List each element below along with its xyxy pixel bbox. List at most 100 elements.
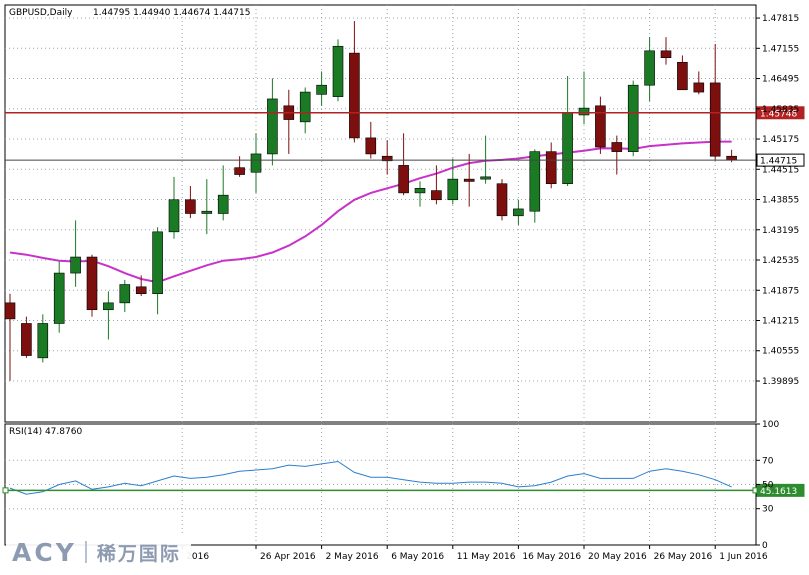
- price-tick-label: 1.41215: [762, 316, 799, 326]
- time-tick-label: 2 May 2016: [326, 552, 379, 562]
- candle-body: [381, 155, 393, 162]
- candle-body: [70, 256, 81, 274]
- bullish-candle: [250, 133, 262, 193]
- rsi-line: [9, 460, 732, 495]
- candle-body: [349, 52, 360, 139]
- candle-body: [234, 167, 245, 175]
- candle-body: [135, 286, 147, 294]
- candle-body: [316, 84, 327, 95]
- candle-body: [529, 151, 541, 212]
- price-tick-label: 1.41875: [762, 286, 799, 296]
- bearish-candle: [349, 21, 360, 143]
- candle-body: [709, 82, 721, 157]
- bullish-candle: [37, 314, 49, 363]
- candle-body: [431, 190, 442, 201]
- candle-body: [21, 323, 32, 356]
- moving-average-line: [9, 140, 732, 284]
- price-axis: 1.47815 1.47155 1.46495 1.45835 1.45175 1.445…: [756, 14, 799, 551]
- bearish-candle: [611, 135, 623, 175]
- bearish-candle: [135, 275, 147, 296]
- price-tick-label: 1.46495: [762, 75, 799, 85]
- candle-body: [595, 105, 606, 148]
- bearish-candle: [463, 153, 475, 207]
- rsi-tick-label: 50: [762, 481, 774, 491]
- rsi-level-label: 45.1613: [760, 487, 797, 497]
- candle-body: [513, 208, 524, 217]
- candle-body: [168, 199, 180, 233]
- rsi-layer: 45.1613: [2, 460, 805, 497]
- rsi-tick-label: 70: [762, 456, 774, 466]
- bullish-candle: [217, 165, 229, 221]
- candle-body: [496, 183, 508, 217]
- candle-body: [660, 50, 672, 58]
- bearish-candle: [595, 96, 606, 154]
- price-tick-label: 1.47155: [762, 44, 799, 54]
- price-tick-label: 1.44515: [762, 165, 799, 175]
- bearish-candle: [4, 293, 16, 381]
- candle-body: [119, 284, 131, 304]
- bullish-candle: [267, 78, 278, 166]
- logo-brand: ACY: [12, 537, 77, 567]
- horizontal-lines-layer: 1.45748 1.44715: [5, 106, 805, 167]
- candle-body: [693, 82, 705, 93]
- resistance-price-tag: [756, 106, 805, 120]
- candle-body: [201, 210, 213, 214]
- candle-body: [103, 302, 114, 311]
- bearish-candle: [545, 142, 557, 189]
- candle-body: [480, 176, 491, 180]
- bearish-candle: [381, 140, 393, 175]
- candle-body: [627, 84, 639, 152]
- candle-body: [185, 199, 196, 214]
- bullish-candle: [103, 291, 114, 340]
- bullish-candle: [168, 176, 180, 239]
- bullish-candle: [513, 199, 524, 225]
- rsi-indicator-label: RSI(14) 47.8760: [9, 427, 82, 437]
- time-axis: 2016 26 Apr 2016 2 May 2016 6 May 2016 11 Ma…: [181, 545, 768, 562]
- bearish-candle: [693, 71, 705, 95]
- candle-body: [299, 91, 311, 123]
- candle-body: [463, 178, 475, 182]
- bullish-candle: [644, 37, 655, 102]
- bearish-candle: [660, 37, 672, 65]
- bullish-candle: [53, 261, 65, 333]
- bearish-candle: [677, 55, 688, 91]
- bullish-candle: [316, 71, 327, 106]
- bullish-candle: [414, 181, 426, 207]
- logo-separator: [84, 541, 87, 563]
- current-price-tag: [756, 153, 805, 167]
- bearish-candle: [398, 133, 409, 196]
- bearish-candle: [365, 121, 377, 159]
- bullish-candle: [299, 87, 311, 134]
- chart-header-symbol: GBPUSD,Daily: [9, 8, 73, 18]
- candle-body: [644, 50, 655, 86]
- candle-body: [152, 231, 163, 294]
- current-price-label: 1.44715: [760, 157, 797, 167]
- bullish-candle: [578, 71, 590, 125]
- bullish-candle: [447, 158, 459, 205]
- bearish-candle: [21, 316, 32, 358]
- bullish-candle: [152, 227, 163, 315]
- time-tick-label: 1 Jun 2016: [719, 552, 768, 562]
- price-tick-label: 1.42535: [762, 256, 799, 266]
- price-tick-label: 1.40555: [762, 347, 799, 357]
- bullish-candle: [529, 149, 541, 223]
- candle-body: [726, 155, 737, 161]
- candle-body: [611, 142, 623, 152]
- acy-logo: ACY 稀万国际: [6, 534, 191, 570]
- candle-body: [562, 112, 573, 185]
- bearish-candle: [431, 165, 442, 205]
- price-tick-label: 1.43855: [762, 196, 799, 206]
- bearish-candle: [496, 179, 508, 221]
- bearish-candle: [185, 186, 196, 219]
- candle-body: [398, 165, 409, 194]
- time-tick-label: 16 May 2016: [522, 552, 581, 562]
- rsi-level-tag: [756, 483, 805, 497]
- price-tick-label: 1.45835: [762, 105, 799, 115]
- candle-body: [53, 272, 65, 324]
- bullish-candle: [627, 80, 639, 157]
- candle-body: [217, 194, 229, 214]
- time-tick-label: 26 May 2016: [654, 552, 713, 562]
- bearish-candle: [86, 254, 98, 317]
- candle-body: [545, 151, 557, 185]
- rsi-tick-label: 30: [762, 505, 774, 515]
